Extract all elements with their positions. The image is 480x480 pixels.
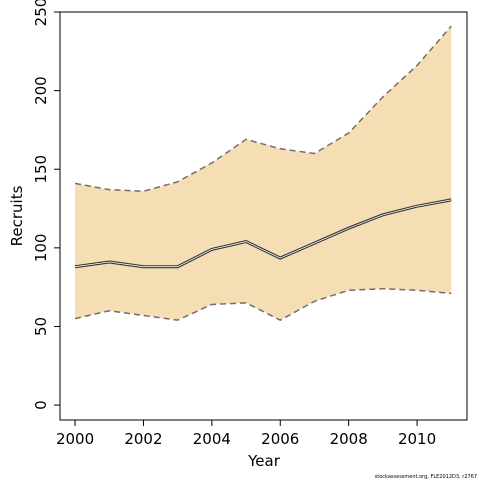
y-tick-label: 100 (32, 234, 50, 263)
footer: stockassessment.org, FLE2012D3, r2767 (375, 474, 477, 480)
x-tick-label: 2000 (56, 430, 94, 448)
y-tick-label: 150 (32, 155, 50, 184)
estimate-line-highlight (74, 199, 452, 268)
x-axis-label: Year (247, 452, 281, 470)
x-tick-label: 2010 (398, 430, 436, 448)
y-tick-label: 0 (32, 400, 50, 410)
plot-frame (59, 11, 468, 421)
x-tick-label: 2008 (330, 430, 368, 448)
y-tick-label: 50 (32, 317, 50, 336)
x-tick-label: 2004 (193, 430, 231, 448)
y-tick-label: 200 (32, 76, 50, 105)
x-tick-label: 2006 (261, 430, 299, 448)
y-axis-label: Recruits (8, 185, 26, 246)
y-tick-label: 250 (32, 0, 50, 26)
lower-bound (74, 287, 452, 322)
x-tick-label: 2002 (124, 430, 162, 448)
confidence-band (75, 26, 452, 321)
upper-bound (74, 25, 452, 192)
